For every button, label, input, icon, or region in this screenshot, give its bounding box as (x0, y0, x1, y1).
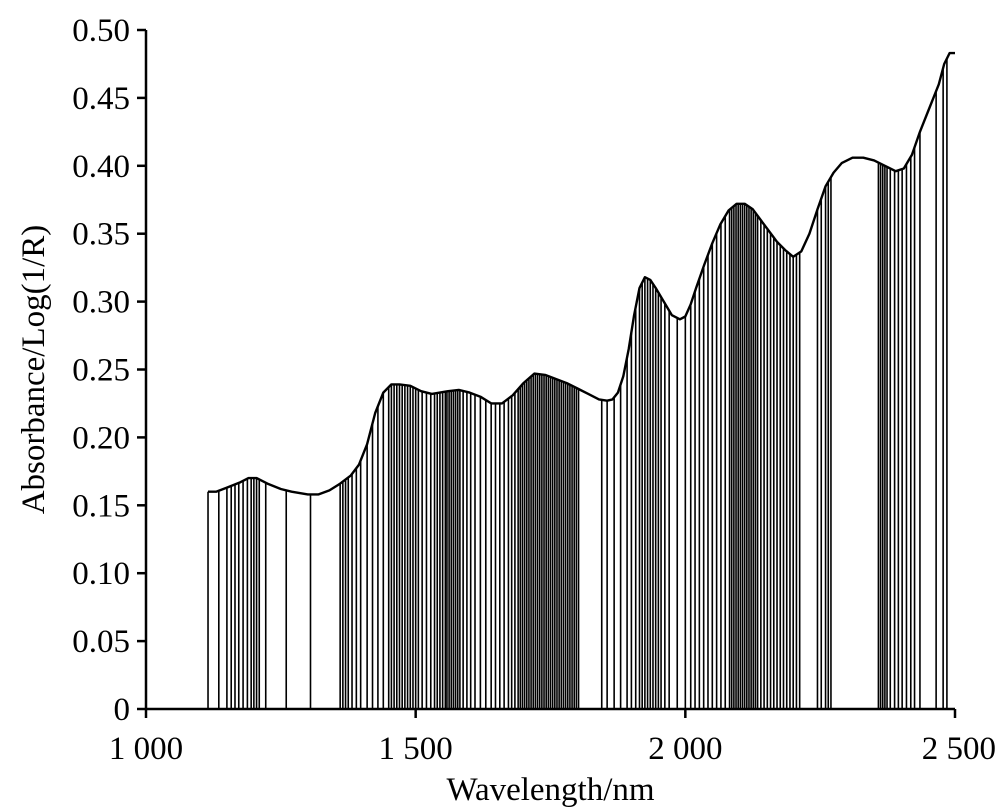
y-axis-ticks: 0 0.05 0.10 0.15 0.20 0.25 0.30 0.35 0.40 0.45 0.5… (72, 13, 146, 728)
y-axis-label: Absorbance/Log(1/R) (16, 225, 52, 515)
y-tick-label: 0.30 (72, 285, 130, 321)
y-tick-label: 0 (114, 692, 131, 728)
absorbance-spectrum-line (208, 51, 955, 496)
x-tick-label: 2 000 (648, 731, 722, 767)
x-axis-ticks: 1 000 1 500 2 000 2 500 (109, 709, 996, 767)
x-axis-label: Wavelength/nm (446, 772, 654, 808)
x-tick-label: 1 500 (379, 731, 453, 767)
x-tick-label: 2 500 (922, 731, 996, 767)
selected-wavelength-bands (207, 58, 948, 709)
y-tick-label: 0.45 (72, 81, 130, 117)
x-tick-label: 1 000 (109, 731, 183, 767)
y-tick-label: 0.10 (72, 556, 130, 592)
y-tick-label: 0.05 (72, 624, 130, 660)
y-tick-label: 0.40 (72, 149, 130, 185)
y-tick-label: 0.25 (72, 353, 130, 389)
y-tick-label: 0.20 (72, 420, 130, 456)
y-tick-label: 0.35 (72, 217, 130, 253)
y-tick-label: 0.50 (72, 13, 130, 49)
y-tick-label: 0.15 (72, 488, 130, 524)
